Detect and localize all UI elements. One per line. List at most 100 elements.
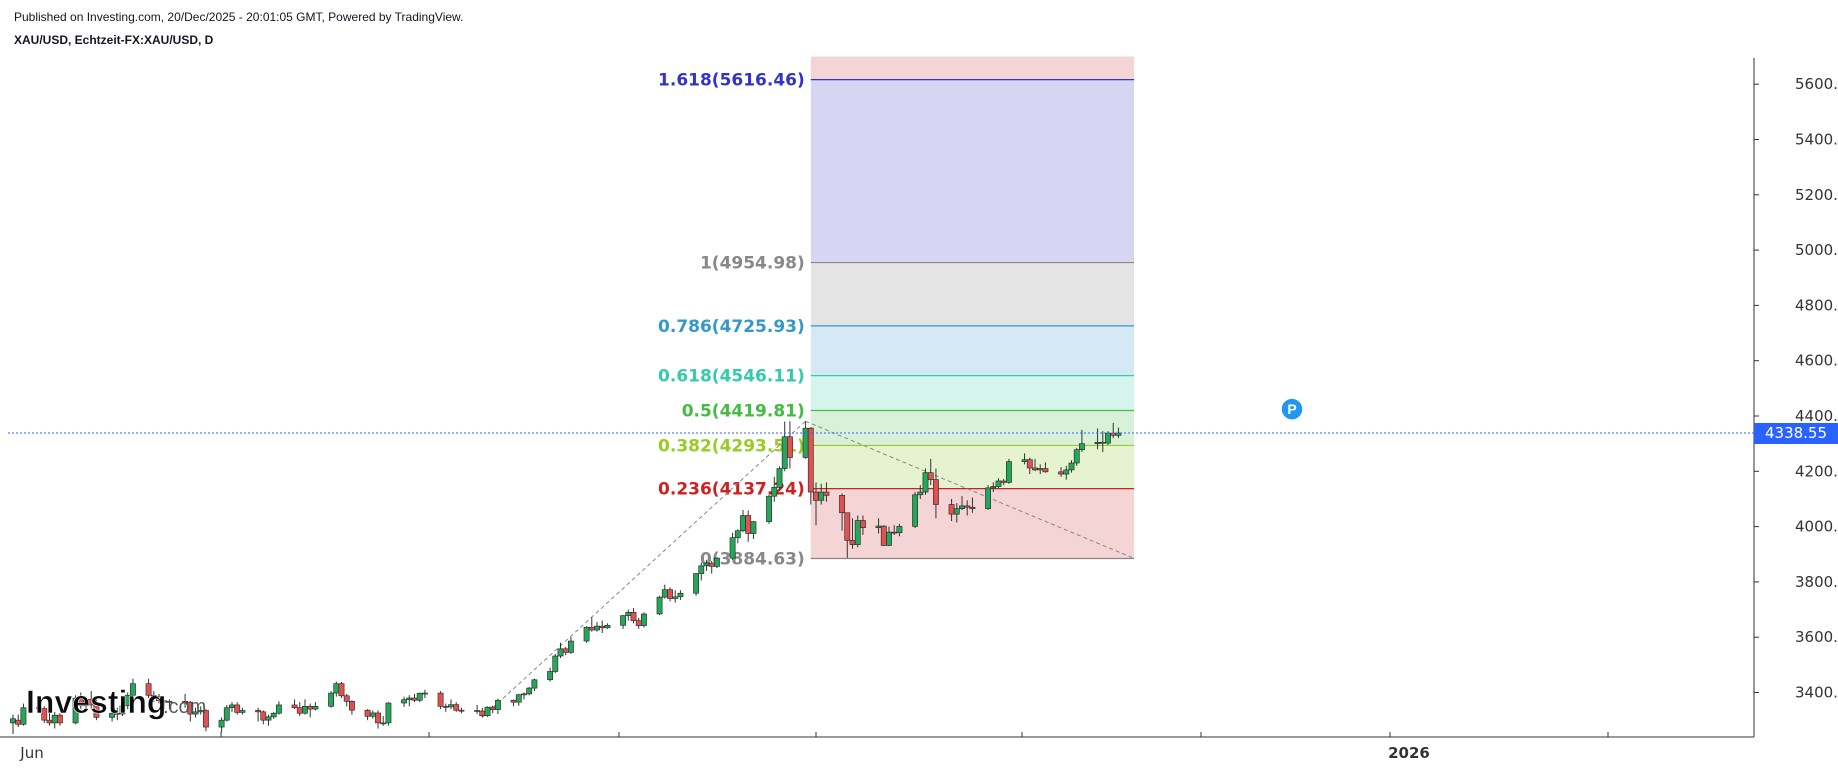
candle-body: [380, 722, 387, 725]
candle: [1026, 457, 1033, 475]
candle-body: [990, 486, 997, 489]
candle: [187, 700, 194, 722]
candle: [291, 699, 298, 710]
x-tick-label: 2026: [1388, 744, 1430, 762]
candle-body: [813, 491, 819, 501]
candle-body: [656, 596, 663, 615]
watermark-text: Investing: [26, 684, 166, 720]
candle: [625, 609, 632, 621]
fib-level-label: 0.382(4293.51): [658, 436, 805, 456]
candle: [568, 637, 574, 654]
candle-body: [270, 712, 277, 718]
candle-body: [552, 655, 559, 672]
fib-band: [810, 79, 1135, 263]
candle: [641, 612, 647, 628]
candle-body: [130, 683, 136, 696]
candle-body: [672, 596, 679, 599]
candle-body: [698, 565, 705, 574]
candle-body: [880, 525, 887, 546]
candle: [521, 692, 527, 700]
candle: [182, 693, 188, 708]
candle: [124, 692, 131, 710]
candle: [531, 678, 538, 692]
fib-level-label: 0.786(4725.93): [658, 317, 805, 337]
candle-body: [703, 562, 710, 567]
candle-body: [745, 515, 752, 534]
candle: [1068, 460, 1075, 473]
candle: [479, 707, 486, 718]
y-tick-label: 5000.00: [1795, 241, 1838, 259]
candle: [740, 510, 746, 533]
candle-body: [1094, 441, 1101, 444]
candle: [36, 704, 42, 712]
x-tick-label: Jun: [19, 744, 43, 762]
candle: [693, 573, 699, 596]
candle: [218, 717, 225, 733]
y-tick-label: 4000.00: [1795, 518, 1838, 536]
p-marker[interactable]: P: [1280, 397, 1304, 421]
candle-body: [933, 479, 939, 505]
candle-body: [1073, 449, 1080, 464]
candle-body: [307, 706, 314, 710]
fibonacci-extension[interactable]: 1.618(5616.46) 1(4954.98) 0.786(4725.93) 0.…: [658, 56, 1135, 570]
candle: [406, 695, 413, 707]
candle: [93, 699, 100, 721]
watermark-suffix: .com: [163, 696, 206, 718]
candle-body: [948, 504, 955, 515]
fib-band: [810, 262, 1135, 326]
candle-body: [583, 626, 590, 642]
candle-body: [156, 696, 162, 702]
candle: [458, 707, 465, 714]
candle: [776, 466, 783, 491]
candle-body: [260, 711, 267, 721]
candle-body: [203, 710, 209, 728]
candle-body: [234, 704, 241, 713]
candle: [166, 699, 173, 710]
candle-body: [860, 520, 866, 529]
candle: [130, 678, 136, 700]
candle: [145, 678, 152, 699]
candle-body: [625, 612, 632, 616]
candle-body: [1063, 469, 1070, 475]
candle-body: [223, 707, 230, 721]
y-tick-label: 3800.00: [1795, 573, 1838, 591]
candle: [630, 608, 637, 624]
candle: [276, 701, 282, 715]
candle: [562, 646, 569, 656]
candle-body: [547, 671, 553, 681]
candle-body: [41, 708, 48, 721]
candle: [255, 707, 261, 722]
candle-body: [119, 705, 126, 715]
candle: [854, 515, 861, 548]
candle: [922, 468, 929, 495]
candle-body: [714, 557, 720, 567]
candle-body: [93, 704, 100, 718]
candle-body: [1068, 462, 1075, 471]
candle-body: [776, 468, 783, 488]
candle: [156, 693, 162, 704]
candle-body: [192, 711, 199, 715]
candle: [1079, 429, 1085, 452]
candle: [349, 700, 355, 715]
candle: [860, 515, 866, 535]
candle: [150, 691, 157, 703]
candle-body: [166, 701, 173, 703]
y-tick-label: 5200.00: [1795, 186, 1838, 204]
candle: [437, 691, 444, 710]
candle-body: [912, 494, 918, 527]
candle-body: [562, 648, 569, 653]
candle: [448, 699, 454, 710]
candle: [661, 584, 668, 599]
fib-level-label: 0.618(4546.11): [658, 367, 805, 387]
p-marker-circle[interactable]: [1280, 397, 1304, 421]
candle: [234, 702, 241, 715]
candle: [270, 711, 277, 719]
candle-body: [187, 701, 194, 715]
candle-body: [661, 589, 668, 598]
candle: [416, 692, 423, 703]
candle-body: [411, 697, 418, 701]
candle-body: [771, 487, 778, 497]
candle-body: [959, 505, 965, 509]
candle-body: [57, 714, 63, 724]
